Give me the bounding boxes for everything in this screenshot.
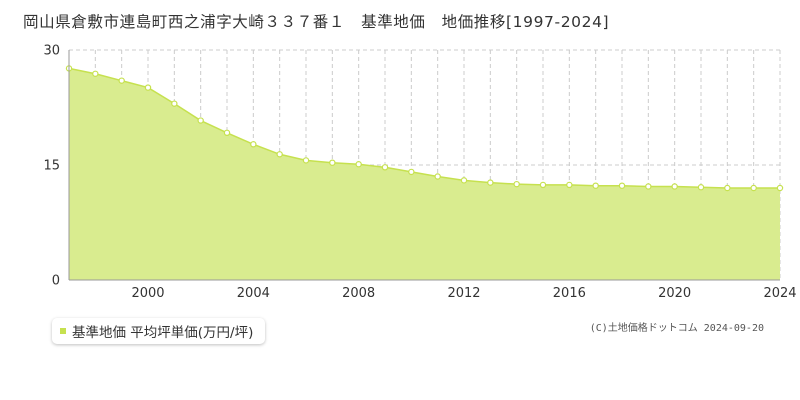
data-point <box>144 84 152 91</box>
data-point <box>671 183 678 190</box>
x-tick-label: 2016 <box>553 286 586 301</box>
data-point <box>776 184 784 192</box>
data-point <box>645 183 652 190</box>
data-point <box>487 179 494 186</box>
x-tick-label: 2004 <box>237 286 270 301</box>
x-tick-label: 2008 <box>342 286 375 301</box>
x-tick-label: 2000 <box>131 286 164 301</box>
data-point <box>566 181 573 189</box>
data-point <box>250 141 257 148</box>
data-point <box>302 157 310 164</box>
y-tick-label: 15 <box>43 159 60 174</box>
data-point <box>381 164 389 171</box>
legend-swatch <box>60 328 66 334</box>
data-point <box>197 117 204 124</box>
data-point <box>118 77 125 84</box>
data-point <box>539 181 547 189</box>
data-point <box>618 182 626 189</box>
x-tick-label: 2024 <box>763 286 796 301</box>
chart-title: 岡山県倉敷市連島町西之浦字大崎３３７番１ 基準地価 地価推移[1997-2024… <box>23 13 610 31</box>
data-point <box>276 151 283 158</box>
series-line <box>68 67 780 189</box>
y-tick-label: 30 <box>43 44 60 59</box>
x-tick-label: 2020 <box>658 286 691 301</box>
data-point <box>697 184 705 191</box>
data-point <box>750 184 757 192</box>
data-point <box>460 177 468 184</box>
data-point <box>223 129 231 136</box>
data-point <box>408 168 415 176</box>
axis-layer: 0 15 30 2000 2004 2008 2012 2016 2020 2024 <box>43 44 796 302</box>
legend-label: 基準地価 平均坪単価(万円/坪) <box>72 325 254 341</box>
data-point <box>92 70 99 77</box>
copyright-credit: (C)土地価格ドットコム 2024-09-20 <box>589 323 764 334</box>
data-point <box>592 182 599 189</box>
data-point <box>724 184 731 192</box>
data-point <box>513 180 520 188</box>
x-tick-label: 2012 <box>447 286 480 301</box>
legend: 基準地価 平均坪単価(万円/坪) <box>52 318 266 344</box>
data-point <box>329 159 336 166</box>
y-tick-label: 0 <box>52 274 60 289</box>
data-point <box>434 173 441 180</box>
series-area-layer <box>68 67 780 281</box>
data-point <box>171 100 178 107</box>
data-point-layer <box>65 65 784 192</box>
data-point <box>355 161 362 168</box>
